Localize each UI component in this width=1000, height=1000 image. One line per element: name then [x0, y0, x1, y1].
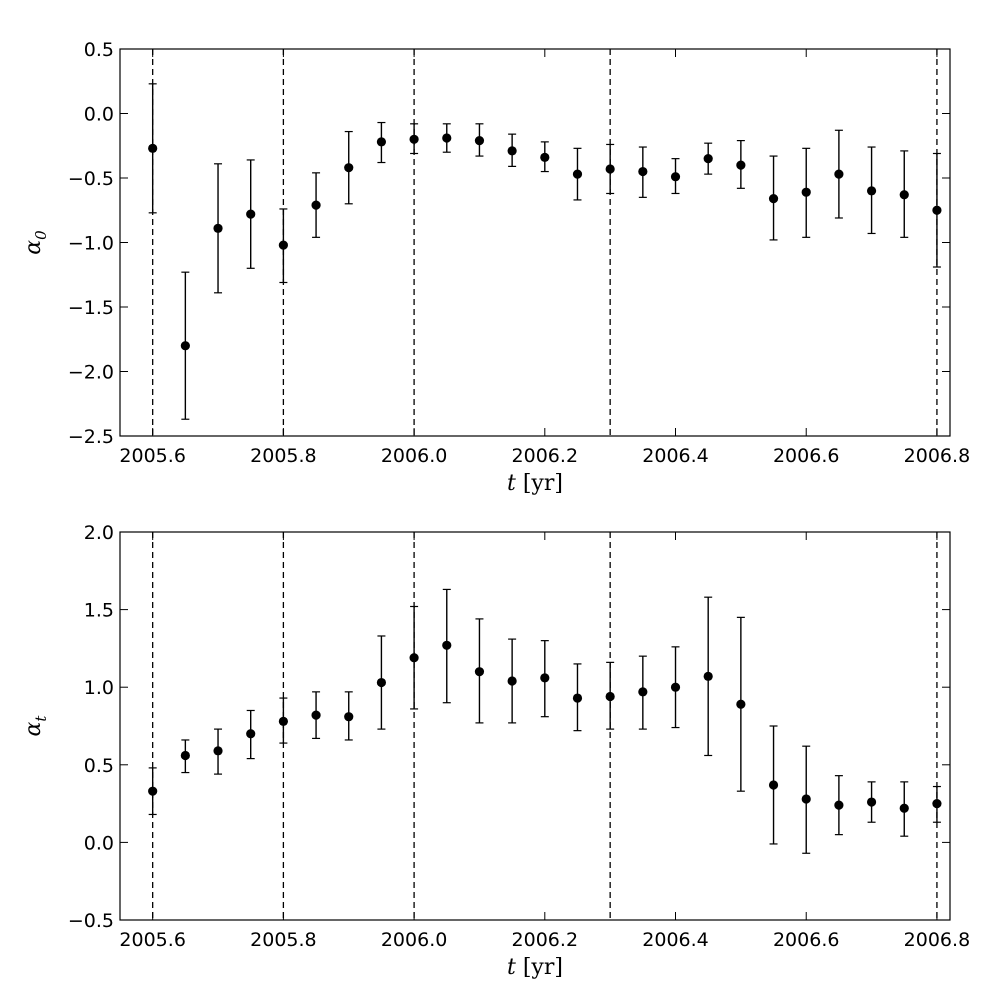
y-tick-label: 1.5	[84, 600, 114, 622]
x-tick-label: 2005.6	[119, 445, 185, 467]
x-tick-label: 2006.2	[512, 445, 578, 467]
data-point	[866, 186, 877, 196]
y-axis-label-subscript: t	[32, 715, 50, 722]
data-point	[670, 682, 681, 692]
data-point	[834, 169, 844, 179]
x-tick-label: 2006.4	[642, 445, 708, 467]
data-point	[344, 712, 354, 722]
y-tick-label: −1.5	[68, 297, 114, 319]
data-point	[899, 803, 909, 813]
data-point	[572, 169, 583, 179]
plot-frame	[119, 48, 951, 437]
data-point	[899, 190, 909, 200]
y-tick-label: −2.5	[68, 426, 114, 448]
data-point	[540, 152, 550, 162]
x-axis-label-var: t	[507, 955, 516, 980]
data-point	[376, 137, 387, 147]
data-point	[474, 667, 485, 677]
y-tick-label: −1.0	[68, 233, 114, 255]
data-point	[278, 716, 288, 726]
data-point	[670, 172, 681, 182]
data-point	[801, 794, 811, 804]
y-axis-label-subscript: 0	[32, 230, 50, 240]
x-axis-label-var: t	[507, 471, 516, 496]
data-point	[507, 676, 517, 686]
x-axis-label: t [yr]	[507, 955, 563, 980]
data-point	[311, 710, 321, 720]
data-point	[474, 135, 485, 146]
y-axis-label-var: α	[21, 240, 46, 255]
data-point	[246, 209, 256, 219]
data-point	[213, 223, 223, 233]
data-point	[572, 693, 583, 703]
data-point	[278, 240, 288, 250]
data-point	[507, 146, 517, 156]
data-point	[605, 691, 615, 702]
data-point	[703, 154, 713, 164]
data-point	[605, 164, 615, 174]
y-axis-label: α0	[21, 230, 50, 255]
data-point	[866, 797, 877, 807]
y-tick-label: −2.0	[68, 362, 114, 384]
data-point	[180, 750, 190, 761]
data-point	[409, 653, 419, 663]
data-point	[768, 194, 779, 204]
data-point	[638, 166, 648, 177]
alphat-panel: 2005.6 2005.8 2006.0 2006.2 2006.4 2006.6 2006…	[21, 522, 970, 980]
x-tick-label: 2006.6	[773, 929, 839, 951]
y-axis-label: αt	[21, 715, 50, 737]
plot-frame	[119, 531, 951, 921]
x-tick-label: 2006.8	[904, 445, 970, 467]
y-axis-label-var: α	[21, 721, 46, 736]
x-axis-label-unit: [yr]	[516, 471, 563, 496]
y-tick-label: −0.5	[68, 168, 114, 190]
x-tick-label: 2006.6	[773, 445, 839, 467]
x-tick-label: 2006.0	[381, 929, 447, 951]
data-point	[801, 187, 811, 197]
data-point	[768, 780, 779, 790]
y-tick-label: 0.0	[84, 832, 114, 854]
x-tick-label: 2006.8	[904, 929, 970, 951]
data-point	[932, 799, 942, 809]
x-tick-label: 2005.8	[250, 929, 316, 951]
data-point	[311, 200, 321, 210]
data-point	[344, 163, 354, 173]
y-tick-label: −0.5	[68, 910, 114, 932]
y-tick-label: 0.5	[84, 39, 114, 61]
data-point	[540, 673, 550, 683]
x-axis-label: t [yr]	[507, 471, 563, 496]
data-point	[638, 687, 648, 697]
data-point	[834, 800, 844, 810]
x-tick-label: 2005.6	[119, 929, 185, 951]
data-point	[736, 699, 746, 709]
data-point	[213, 746, 223, 756]
x-tick-label: 2005.8	[250, 445, 316, 467]
data-point	[442, 133, 452, 143]
y-tick-label: 0.5	[84, 755, 114, 777]
data-point	[246, 729, 256, 739]
x-axis-label-unit: [yr]	[516, 955, 563, 980]
data-point	[442, 640, 452, 650]
data-point	[932, 205, 942, 215]
alpha0-panel: 2005.6 2005.8 2006.0 2006.2 2006.4 2006.6 2006…	[21, 39, 970, 496]
x-tick-label: 2006.4	[642, 929, 708, 951]
y-tick-label: 2.0	[84, 522, 114, 544]
y-tick-label: 0.0	[84, 104, 114, 126]
data-point	[703, 671, 713, 681]
data-point	[148, 786, 158, 796]
x-tick-label: 2006.2	[512, 929, 578, 951]
data-point	[180, 341, 190, 351]
y-tick-label: 1.0	[84, 677, 114, 699]
data-point	[376, 677, 387, 688]
data-point	[148, 143, 158, 153]
data-point	[736, 160, 746, 170]
x-tick-label: 2006.0	[381, 445, 447, 467]
data-point	[409, 134, 419, 144]
